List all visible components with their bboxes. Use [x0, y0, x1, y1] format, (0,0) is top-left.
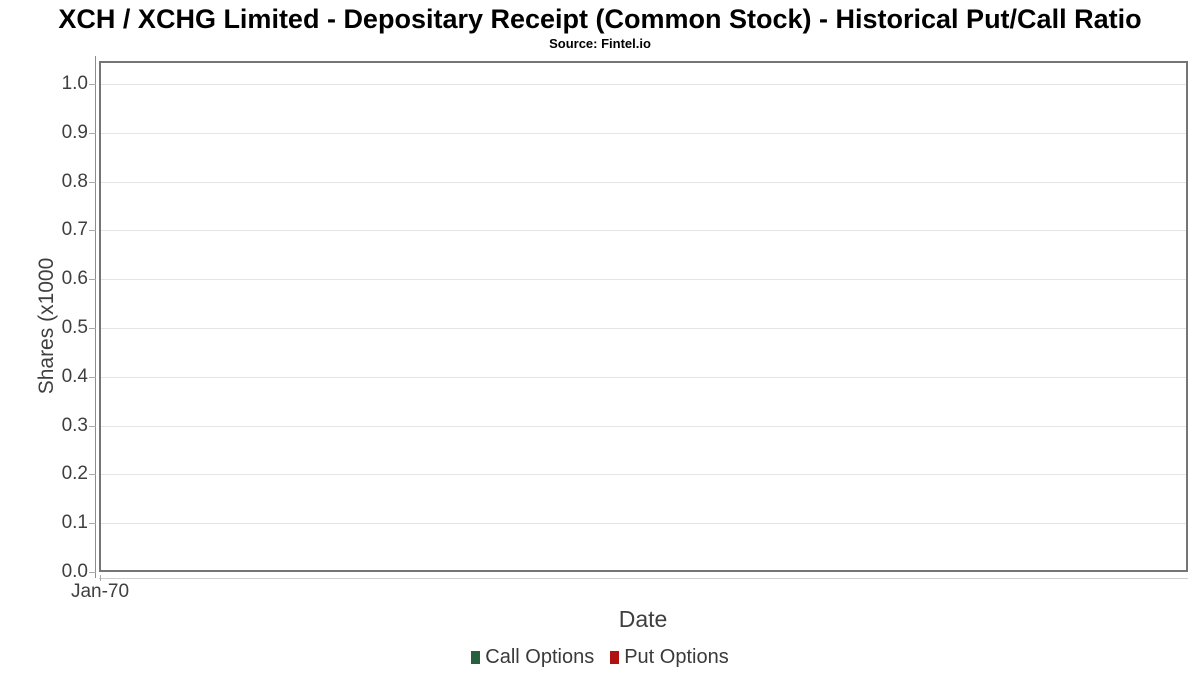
y-gridline — [101, 182, 1186, 183]
y-gridline — [101, 328, 1186, 329]
y-tick-mark — [89, 133, 96, 134]
y-tick-label: 0.3 — [61, 415, 88, 436]
y-gridline — [101, 133, 1186, 134]
legend-swatch-call-options — [471, 651, 481, 664]
x-tick-label: Jan-70 — [70, 581, 130, 602]
legend-label-put-options: Put Options — [624, 646, 729, 668]
y-axis-line — [95, 56, 96, 578]
y-tick-label: 0.1 — [61, 512, 88, 533]
y-tick-mark — [89, 230, 96, 231]
y-tick-label: 0.4 — [61, 366, 88, 387]
plot-area — [99, 61, 1188, 572]
y-tick-mark — [89, 572, 96, 573]
chart-title: XCH / XCHG Limited - Depositary Receipt … — [58, 4, 1142, 34]
y-tick-mark — [89, 523, 96, 524]
y-tick-mark — [89, 84, 96, 85]
legend-label-call-options: Call Options — [485, 646, 595, 668]
y-gridline — [101, 474, 1186, 475]
y-tick-label: 0.6 — [61, 268, 88, 289]
y-gridline — [101, 230, 1186, 231]
y-gridline — [101, 279, 1186, 280]
x-axis-title: Date — [618, 606, 668, 632]
x-axis-line — [99, 578, 1188, 579]
y-tick-label: 0.8 — [61, 171, 88, 192]
y-tick-mark — [89, 426, 96, 427]
x-tick-mark — [100, 575, 101, 581]
y-tick-label: 0.9 — [61, 122, 88, 143]
y-gridline — [101, 84, 1186, 85]
y-tick-label: 1.0 — [61, 73, 88, 94]
legend-item-call-options[interactable]: Call Options — [471, 646, 594, 669]
y-tick-mark — [89, 279, 96, 280]
y-tick-mark — [89, 377, 96, 378]
y-tick-label: 0.2 — [61, 463, 88, 484]
legend-swatch-put-options — [610, 651, 620, 664]
y-tick-label: 0.5 — [61, 317, 88, 338]
y-gridline — [101, 377, 1186, 378]
y-gridline — [101, 523, 1186, 524]
legend-item-put-options[interactable]: Put Options — [610, 646, 729, 669]
chart-subtitle: Source: Fintel.io — [549, 36, 651, 51]
y-tick-label: 0.7 — [61, 219, 88, 240]
legend: Call Options Put Options — [0, 646, 1200, 669]
y-tick-mark — [89, 182, 96, 183]
y-tick-mark — [89, 474, 96, 475]
y-tick-label: 0.0 — [61, 561, 88, 582]
y-tick-mark — [89, 328, 96, 329]
y-gridline — [101, 426, 1186, 427]
